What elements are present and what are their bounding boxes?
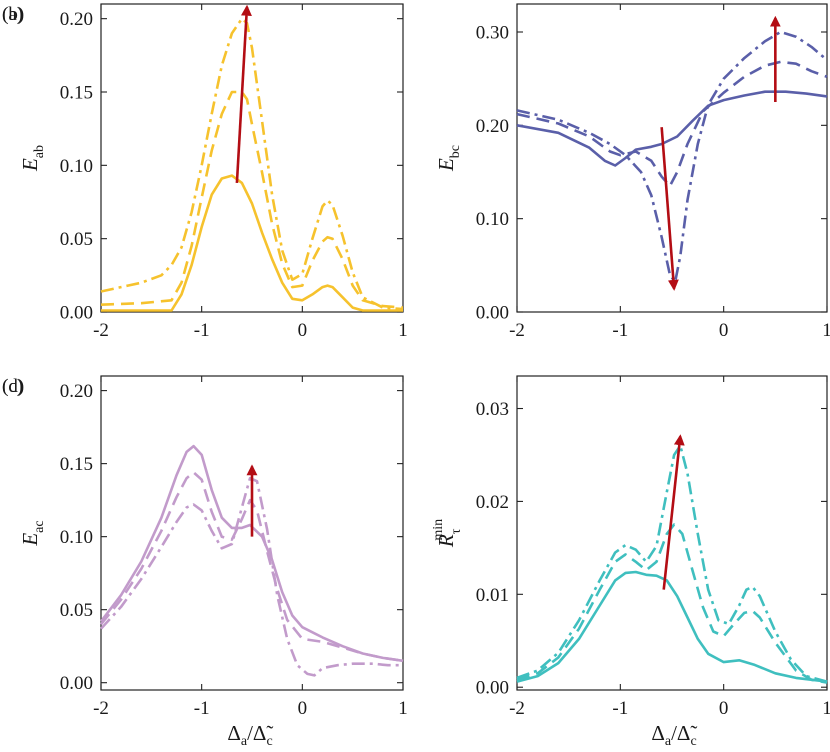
panel-label: (c) — [2, 376, 23, 397]
x-tick-label: -2 — [93, 320, 109, 341]
x-tick-label: 1 — [398, 320, 408, 341]
series-line-dashdot — [100, 476, 403, 677]
panel-label: (b) — [2, 4, 24, 25]
x-tick-label: -2 — [509, 320, 525, 341]
axes-frame — [516, 3, 828, 313]
x-tick-label: -1 — [612, 320, 628, 341]
axes-frame — [100, 3, 404, 313]
series-line-dashed — [516, 523, 828, 684]
y-axis-title: Rτmin — [431, 519, 464, 548]
y-tick-label: 0.00 — [476, 303, 509, 324]
x-tick-label: -1 — [194, 320, 210, 341]
y-axis-title: Eac — [18, 520, 47, 546]
series-line-dashed — [99, 471, 404, 663]
panel-a: -2 -1 0 1 0.00 0.05 0.10 0.15 0.20 (a) Eab — [2, 3, 408, 341]
panel-label: (a) — [2, 4, 23, 25]
series-line-solid — [516, 90, 828, 167]
panel-c: -2 -1 0 1 0.00 0.05 0.10 0.15 0.20 (c) Eac — [2, 375, 408, 719]
trend-arrow — [662, 434, 685, 590]
y-tick-label: 0.15 — [60, 83, 93, 104]
y-tick-label: 0.20 — [60, 381, 93, 402]
x-tick-label: -2 — [509, 698, 525, 719]
y-tick-label: 0.10 — [476, 209, 509, 230]
series-line-solid — [99, 444, 404, 663]
y-tick-label: 0.05 — [60, 229, 93, 250]
series-line-dashdot — [100, 17, 404, 311]
panel-b: -2 -1 0 1 0.00 0.10 0.20 0.30 (b) Ebc — [2, 3, 830, 341]
x-tick-label: 0 — [298, 698, 308, 719]
y-tick-label: 0.00 — [60, 673, 93, 694]
y-tick-label: 0.00 — [476, 678, 509, 699]
x-tick-label: -2 — [93, 698, 109, 719]
x-axis-title-right: Δa/Δ̃c — [651, 721, 697, 749]
x-tick-label: 0 — [298, 320, 308, 341]
y-tick-label: 0.10 — [60, 527, 93, 548]
y-tick-label: 0.02 — [476, 492, 509, 513]
series-line-dashed — [516, 60, 828, 188]
panel-label: (d) — [2, 376, 24, 397]
series-line-dashed — [100, 90, 404, 309]
y-tick-label: 0.00 — [60, 303, 93, 324]
y-axis-title: Ebc — [434, 145, 463, 172]
x-tick-label: 1 — [822, 698, 830, 719]
x-tick-label: -1 — [194, 698, 210, 719]
x-axis-title-left: Δa/Δ̃c — [227, 721, 273, 749]
y-tick-label: 0.05 — [60, 600, 93, 621]
x-tick-label: 0 — [719, 320, 729, 341]
y-tick-label: 0.03 — [476, 399, 509, 420]
y-tick-label: 0.30 — [476, 23, 509, 44]
y-tick-label: 0.10 — [60, 156, 93, 177]
series-line-dashdot — [516, 30, 828, 284]
y-tick-label: 0.20 — [476, 116, 509, 137]
trend-arrow — [235, 4, 252, 184]
trend-arrow — [660, 127, 679, 291]
y-tick-label: 0.20 — [60, 9, 93, 30]
series-line-solid — [101, 174, 403, 312]
y-tick-label: 0.01 — [476, 585, 509, 606]
axes-frame — [100, 375, 404, 691]
axes-frame — [516, 375, 828, 691]
y-tick-label: 0.15 — [60, 454, 93, 475]
x-tick-label: 1 — [398, 698, 408, 719]
series-line-dashdot — [516, 444, 828, 683]
x-tick-label: -1 — [612, 698, 628, 719]
series-line-solid — [516, 570, 828, 683]
x-tick-label: 0 — [719, 698, 729, 719]
panel-d: -2 -1 0 1 0.00 0.01 0.02 0.03 (d) Rτmin — [2, 375, 830, 719]
y-axis-title: Eab — [18, 145, 47, 172]
x-tick-label: 1 — [822, 320, 830, 341]
